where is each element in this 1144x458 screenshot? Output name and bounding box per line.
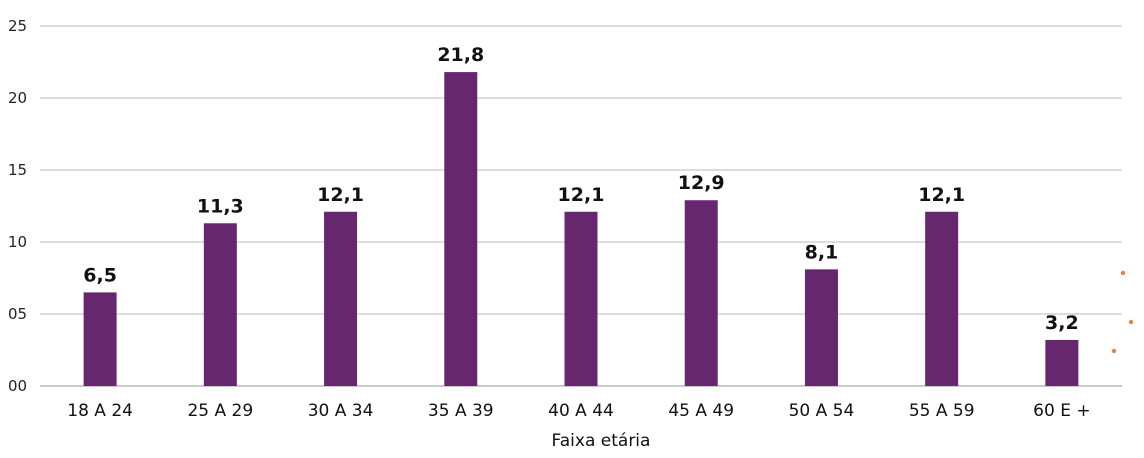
x-axis-title: Faixa etária	[552, 431, 651, 451]
y-axis-tick-labels: 00 05 10 15 20 25	[8, 17, 27, 395]
bar	[444, 72, 478, 386]
bar	[684, 200, 718, 386]
x-tick-label: 18 A 24	[67, 401, 133, 421]
data-label: 11,3	[197, 195, 244, 217]
decorative-dots	[1111, 270, 1134, 354]
x-tick-label: 45 A 49	[668, 401, 734, 421]
x-tick-label: 25 A 29	[187, 401, 253, 421]
y-tick-label: 15	[8, 161, 27, 179]
data-label: 12,1	[317, 184, 364, 206]
y-tick-label: 00	[8, 377, 27, 395]
bar	[1045, 339, 1079, 386]
bar	[83, 292, 117, 386]
x-tick-label: 60 E +	[1033, 401, 1090, 421]
data-label: 6,5	[83, 264, 117, 286]
data-label: 8,1	[805, 241, 839, 263]
bars	[83, 72, 1079, 386]
x-tick-label: 30 A 34	[308, 401, 374, 421]
y-tick-label: 05	[8, 305, 27, 323]
y-tick-label: 20	[8, 89, 27, 107]
y-tick-label: 10	[8, 233, 27, 251]
data-labels: 6,5 11,3 12,1 21,8 12,1 12,9 8,1 12,1 3,2	[83, 44, 1078, 334]
x-axis-category-labels: 18 A 24 25 A 29 30 A 34 35 A 39 40 A 44 45 A …	[67, 401, 1090, 421]
x-tick-label: 35 A 39	[428, 401, 494, 421]
bar	[804, 269, 838, 386]
data-label: 3,2	[1045, 312, 1079, 334]
x-tick-label: 50 A 54	[789, 401, 855, 421]
decorative-dot	[1120, 270, 1126, 276]
bar	[324, 211, 358, 386]
decorative-dot	[1111, 348, 1117, 354]
decorative-dot	[1128, 319, 1134, 325]
bar	[564, 211, 598, 386]
data-label: 12,9	[678, 172, 725, 194]
x-tick-label: 40 A 44	[548, 401, 614, 421]
x-tick-label: 55 A 59	[909, 401, 975, 421]
data-label: 21,8	[437, 44, 484, 66]
y-tick-label: 25	[8, 17, 27, 35]
data-label: 12,1	[918, 184, 965, 206]
bar	[203, 223, 237, 386]
bar	[925, 211, 959, 386]
data-label: 12,1	[558, 184, 605, 206]
